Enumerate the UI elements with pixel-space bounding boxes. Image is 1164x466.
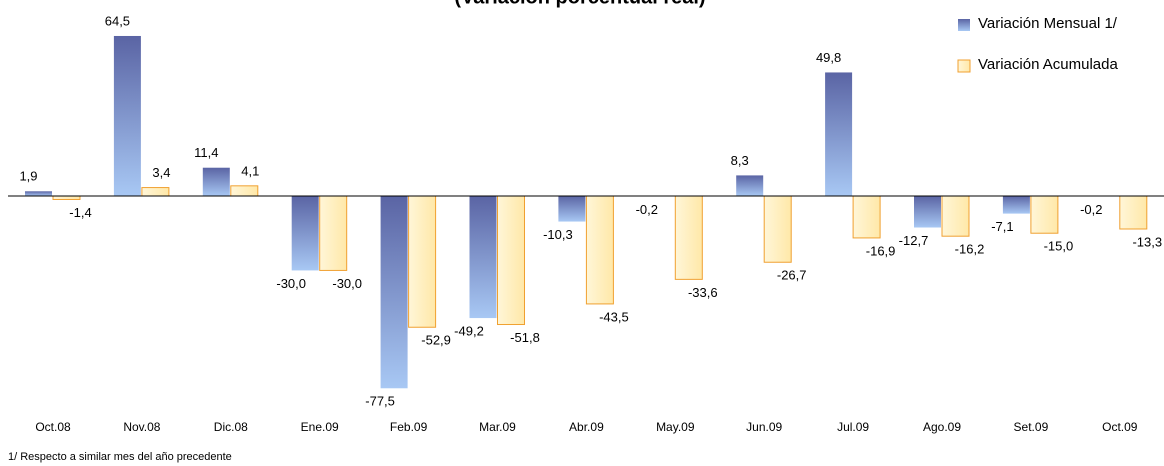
bar [202,167,230,196]
value-label: -1,4 [69,205,91,220]
x-tick-label: Dic.08 [214,420,248,434]
x-tick-label: Ago.09 [923,420,961,434]
bar [1030,195,1059,234]
value-label: 49,8 [816,50,841,65]
value-label: 11,4 [194,145,218,160]
bar [497,195,525,326]
bar [25,191,52,196]
bar [113,35,141,196]
value-label: 1,9 [19,169,37,184]
legend-label: Variación Mensual 1/ [978,15,1118,32]
legend-swatch [957,59,971,73]
value-label: -52,9 [421,333,451,348]
value-label: -43,5 [599,309,629,324]
bar [674,195,703,280]
bar [52,195,81,200]
footnote: 1/ Respecto a similar mes del año preced… [8,451,232,463]
value-label: -30,0 [332,276,362,291]
value-label: -16,2 [955,242,985,257]
value-label: -30,0 [276,276,306,291]
x-tick-label: Oct.08 [35,420,71,434]
value-label: -0,2 [1080,202,1102,217]
bar [1002,196,1030,214]
value-label: 64,5 [105,13,130,28]
bar [585,195,614,305]
bar [380,196,408,389]
bar [825,72,853,196]
value-label: -77,5 [365,394,395,409]
value-label: -15,0 [1044,239,1074,254]
bar [736,175,764,196]
value-label: -49,2 [454,324,484,339]
value-label: 3,4 [152,165,170,180]
legend-swatch [958,19,970,31]
x-tick-label: Mar.09 [479,420,516,434]
bar [141,187,170,197]
x-tick-label: Jun.09 [746,420,782,434]
chart-title: (Variación porcentual real) [454,0,705,8]
x-tick-label: Jul.09 [837,420,869,434]
x-tick-label: May.09 [656,420,695,434]
bar [558,196,586,222]
x-tick-label: Feb.09 [390,420,428,434]
x-tick-label: Set.09 [1014,420,1049,434]
value-label: 4,1 [241,163,259,178]
x-tick-label: Nov.08 [123,420,160,434]
x-tick-label: Ene.09 [301,420,339,434]
value-label: -7,1 [991,219,1013,234]
x-tick-label: Oct.09 [1102,420,1138,434]
legend-label: Variación Acumulada [978,56,1118,73]
value-label: -26,7 [777,268,807,283]
bar [941,195,970,237]
value-label: -16,9 [866,243,896,258]
value-label: -13,3 [1132,234,1162,249]
bar [230,185,259,197]
value-label: -12,7 [899,233,929,248]
value-label: -0,2 [636,202,658,217]
value-label: -33,6 [688,285,718,300]
value-label: 8,3 [731,153,749,168]
bar [914,196,941,228]
bar [763,195,792,263]
bar [291,196,319,271]
bar [469,196,497,319]
x-tick-label: Abr.09 [569,420,604,434]
value-label: -10,3 [543,227,573,242]
bar [852,195,881,239]
bar [319,195,348,271]
value-label: -51,8 [510,330,540,345]
bar [1119,195,1148,230]
bar [408,195,437,328]
